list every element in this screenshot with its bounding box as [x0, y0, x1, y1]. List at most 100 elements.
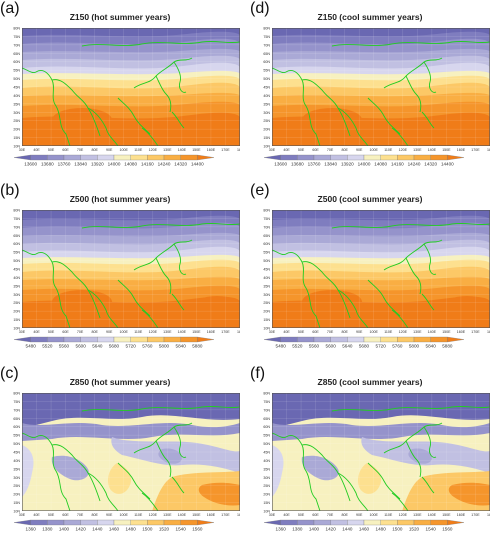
colorbar-swatch: [13, 336, 31, 343]
coastline: [173, 61, 187, 93]
colorbar-swatch: [347, 154, 365, 161]
colorbar-tick-label: 5800: [409, 344, 420, 349]
map-frame: [22, 210, 240, 328]
lat-tick-label: 40N: [13, 276, 20, 280]
colorbar-tick-label: 1440: [342, 527, 353, 532]
lat-tick-label: 25N: [263, 484, 270, 488]
colorbar-tick-label: 1520: [159, 527, 170, 532]
colorbar-swatch: [113, 336, 131, 343]
coastline: [301, 79, 351, 137]
lat-tick-label: 30N: [13, 476, 20, 480]
coastline: [367, 279, 401, 317]
lon-tick-label: 60E: [62, 148, 69, 152]
colorbar-tick-label: 1460: [359, 527, 370, 532]
panel-title: Z150 (cool summer years): [317, 12, 423, 22]
coastline: [391, 492, 409, 511]
lat-tick-label: 65N: [263, 417, 270, 421]
colorbar-swatch: [97, 336, 115, 343]
coastline: [331, 40, 490, 47]
colorbar-swatch: [197, 336, 215, 343]
lat-tick-label: 60N: [13, 425, 20, 429]
coastline: [337, 107, 369, 146]
colorbar-swatch: [380, 154, 398, 161]
map-panel: (c) Z850 (hot summer years) 10N 15N 20N 25N 30…: [0, 365, 240, 545]
lon-tick-label: 170E: [471, 330, 480, 334]
lon-tick-label: 170E: [221, 513, 230, 517]
colorbar-swatch: [397, 519, 415, 526]
lat-tick-label: 60N: [13, 242, 20, 246]
coastline: [133, 57, 193, 89]
lat-tick-label: 80N: [263, 27, 270, 31]
lon-tick-label: 150E: [192, 148, 201, 152]
colorbar-swatch: [330, 519, 348, 526]
colorbar-tick-label: 5560: [59, 344, 70, 349]
colorbar-swatch: [313, 336, 331, 343]
lon-tick-label: 60E: [312, 148, 319, 152]
colorbar-swatch: [130, 519, 148, 526]
colorbar-swatch: [413, 519, 431, 526]
axis-labels: 10N 15N 20N 25N 30N 35N 40N 45N 50N 55N 60N 65N 70N 7…: [13, 392, 240, 532]
colorbar-tick-label: 5600: [76, 344, 87, 349]
colorbar-tick-label: 1420: [76, 527, 87, 532]
lat-tick-label: 50N: [13, 77, 20, 81]
colorbar-swatch: [447, 336, 465, 343]
lat-tick-label: 10N: [263, 327, 270, 331]
colorbar-swatch: [63, 336, 81, 343]
colorbar-swatch: [297, 154, 315, 161]
lat-tick-label: 10N: [263, 510, 270, 514]
coastline: [423, 61, 437, 93]
lon-tick-label: 70E: [77, 148, 84, 152]
map-panel: (b) Z500 (hot summer years) 10N 15N 20N 25N 30…: [0, 182, 240, 362]
map-plot: [22, 393, 240, 511]
colorbar-tick-label: 14240: [158, 162, 171, 167]
coastline: [155, 257, 172, 295]
lat-tick-label: 35N: [13, 467, 20, 471]
colorbar-tick-label: 13920: [91, 162, 104, 167]
lon-tick-label: 130E: [163, 330, 172, 334]
colorbar-tick-label: 13600: [24, 162, 37, 167]
lat-tick-label: 55N: [13, 434, 20, 438]
lon-tick-label: 40E: [283, 513, 290, 517]
coastline: [337, 472, 369, 511]
lon-tick-label: 140E: [178, 330, 187, 334]
colorbar-swatch: [13, 519, 31, 526]
lon-tick-label: 110E: [134, 513, 143, 517]
colorbar-swatch: [263, 154, 281, 161]
coastline: [423, 243, 437, 275]
colorbar-swatch: [280, 154, 298, 161]
panel-letter: (b): [0, 182, 20, 199]
colorbar-tick-label: 5600: [326, 344, 337, 349]
colorbar-tick-label: 5560: [309, 344, 320, 349]
map-panel: (d) Z150 (cool summer years) 10N 15N 20N 25N 3…: [250, 0, 490, 180]
colorbar-swatch: [80, 154, 98, 161]
lat-tick-label: 25N: [13, 119, 20, 123]
lon-tick-label: 70E: [77, 513, 84, 517]
coastline: [421, 476, 435, 494]
lon-tick-label: 50E: [48, 148, 55, 152]
colorbar-tick-label: 13680: [291, 162, 304, 167]
lat-tick-label: 65N: [13, 417, 20, 421]
colorbar-tick-label: 14400: [191, 162, 204, 167]
coastline: [81, 40, 240, 47]
lon-tick-label: 170E: [221, 148, 230, 152]
colorbar-swatch: [363, 519, 381, 526]
colorbar-tick-label: 14400: [441, 162, 454, 167]
colorbar-swatch: [30, 519, 48, 526]
lat-tick-label: 70N: [13, 408, 20, 412]
lon-tick-label: 50E: [298, 148, 305, 152]
lat-tick-label: 45N: [13, 451, 20, 455]
map-plot: [272, 28, 490, 146]
lon-tick-label: 30E: [19, 148, 26, 152]
colorbar-swatch: [330, 336, 348, 343]
lon-tick-label: 160E: [457, 330, 466, 334]
lon-tick-label: 70E: [327, 148, 334, 152]
contour-region: [272, 445, 284, 497]
lat-tick-label: 15N: [263, 318, 270, 322]
lon-tick-label: 180: [487, 513, 490, 517]
lon-tick-label: 80E: [91, 330, 98, 334]
colorbar-swatch: [63, 154, 81, 161]
lon-tick-label: 180: [487, 148, 490, 152]
coastline: [383, 239, 443, 271]
lon-tick-label: 160E: [207, 330, 216, 334]
colorbar-swatch: [413, 154, 431, 161]
